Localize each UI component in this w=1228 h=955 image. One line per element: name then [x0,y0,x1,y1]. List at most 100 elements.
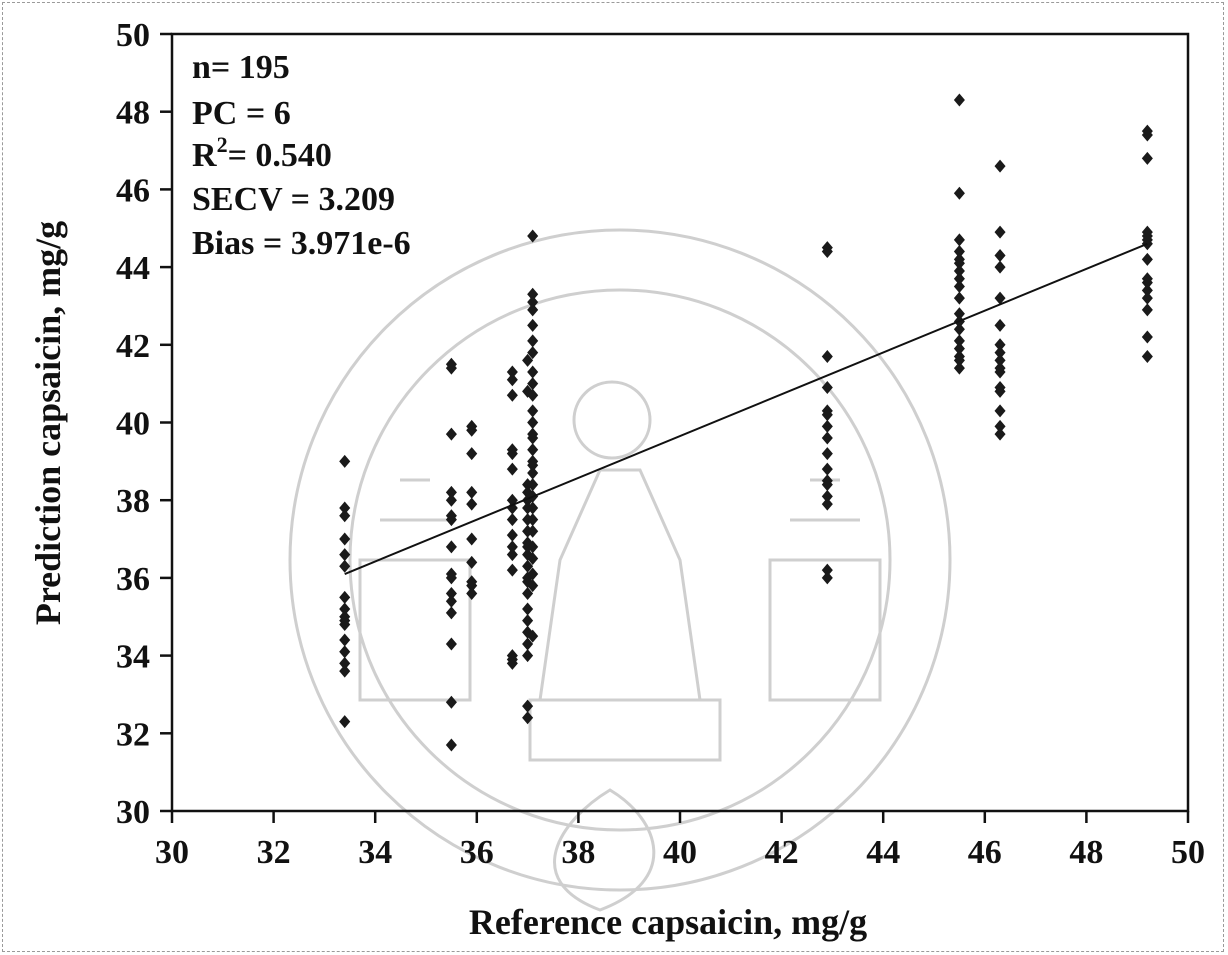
data-point [466,586,478,600]
data-point [994,225,1006,239]
watermark-seal [288,228,952,912]
y-axis: 30 32 34 36 38 40 42 44 46 48 50 [116,17,172,831]
data-point [339,715,351,729]
data-point [821,478,833,492]
stat-r2-value: = 0.540 [228,137,332,174]
data-point [994,260,1006,274]
data-point [445,594,457,608]
data-point [522,649,534,663]
data-point [527,501,539,515]
data-point [339,633,351,647]
x-tick-label: 40 [663,834,697,871]
data-point [994,419,1006,433]
data-point [821,447,833,461]
data-point [527,551,539,565]
data-point [522,699,534,713]
y-tick-label: 38 [116,483,150,520]
stat-r2: R2= 0.540 [192,132,332,174]
data-point [506,513,518,527]
data-point [821,497,833,511]
data-point [445,493,457,507]
data-point [466,532,478,546]
data-point [522,614,534,628]
data-point [527,346,539,360]
data-point [994,159,1006,173]
data-point [527,318,539,332]
data-point [527,404,539,418]
data-point [821,462,833,476]
data-point [994,384,1006,398]
data-point [466,447,478,461]
data-point [821,381,833,395]
data-point [527,567,539,581]
data-point [339,532,351,546]
x-tick-label: 48 [1069,834,1103,871]
y-tick-label: 40 [116,406,150,443]
data-point [339,656,351,670]
data-point [527,431,539,445]
data-point [994,291,1006,305]
y-tick-label: 30 [116,794,150,831]
data-point [522,637,534,651]
data-point [994,318,1006,332]
data-point [1141,303,1153,317]
data-point [445,361,457,375]
data-point [339,590,351,604]
data-point [953,93,965,107]
data-point [522,711,534,725]
data-point [994,346,1006,360]
data-point [994,248,1006,262]
data-point [339,548,351,562]
stat-n: n= 195 [192,49,290,86]
data-point [445,513,457,527]
data-point [953,186,965,200]
data-point [506,540,518,554]
data-point [1141,283,1153,297]
data-point [466,555,478,569]
data-point [1141,349,1153,363]
data-point [527,295,539,309]
data-point [1141,151,1153,165]
x-tick-label: 30 [155,834,189,871]
data-point [339,645,351,659]
data-point [821,489,833,503]
data-point [527,540,539,554]
data-point [1141,128,1153,142]
data-point [527,287,539,301]
data-point [506,365,518,379]
data-point [445,427,457,441]
y-tick-label: 36 [116,561,150,598]
x-tick-label: 46 [968,834,1002,871]
x-axis-title: Reference capsaicin, mg/g [469,902,867,942]
y-tick-label: 34 [116,639,150,676]
data-point [339,454,351,468]
data-point [953,280,965,294]
data-point [953,361,965,375]
data-point [506,656,518,670]
data-point [527,629,539,643]
data-point [339,664,351,678]
data-point [953,233,965,247]
regression-line-group [344,242,1148,575]
data-point [994,365,1006,379]
y-tick-label: 50 [116,17,150,54]
data-point [527,579,539,593]
data-point [506,563,518,577]
data-point [953,291,965,305]
data-point [445,586,457,600]
data-point [527,229,539,243]
y-tick-label: 32 [116,716,150,753]
data-point [821,408,833,422]
data-point [821,349,833,363]
data-point [527,303,539,317]
data-point [953,342,965,356]
data-point [506,462,518,476]
data-point [994,427,1006,441]
data-point [1141,276,1153,290]
x-tick-label: 44 [866,834,900,871]
data-point [522,353,534,367]
x-tick-label: 36 [460,834,494,871]
data-point [445,571,457,585]
data-point [527,388,539,402]
